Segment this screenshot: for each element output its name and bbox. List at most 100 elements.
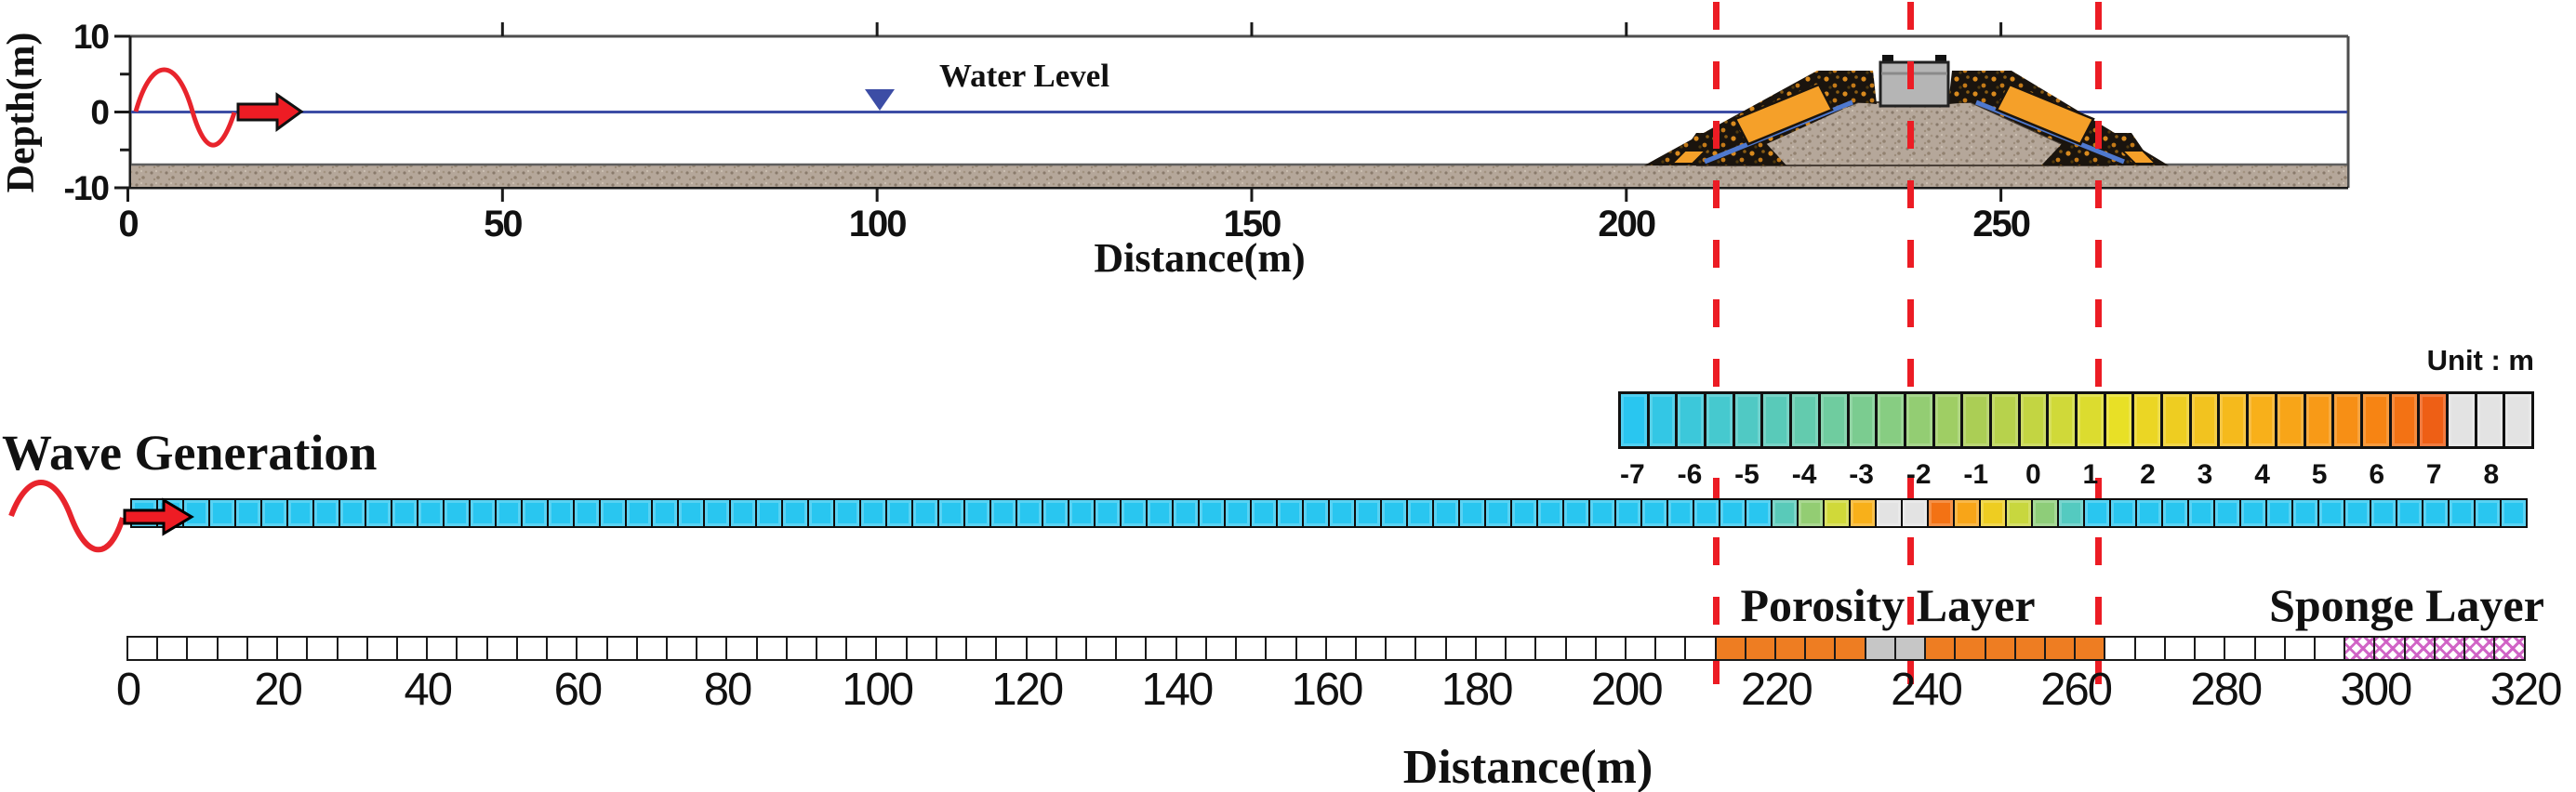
grid-cell-water	[997, 638, 1028, 659]
bottom-axis-tick-label: 40	[404, 665, 453, 715]
colorbar-tick-label: 1	[2082, 459, 2099, 490]
wave-generation-curve	[8, 480, 126, 553]
axis-tick-label: -10	[64, 169, 110, 207]
grid-cell-water	[1387, 638, 1417, 659]
grid-cell-water	[578, 638, 608, 659]
wave-cell	[653, 500, 679, 526]
wave-cell	[1408, 500, 1434, 526]
grid-cell-water	[218, 638, 248, 659]
colorbar-cell	[2049, 394, 2078, 446]
colorbar-cell	[1905, 394, 1935, 446]
colorbar-cell	[2420, 394, 2449, 446]
grid-cell-water	[1446, 638, 1477, 659]
colorbar-tick-label: 2	[2140, 459, 2156, 490]
wave-cell	[2137, 500, 2163, 526]
grid-cell-water	[1596, 638, 1627, 659]
red-marker-line	[1907, 2, 1915, 697]
grid-cell-sponge	[2465, 638, 2496, 659]
grid-cell-porosity	[1806, 638, 1837, 659]
grid-cell-water	[1536, 638, 1567, 659]
grid-cell-water	[367, 638, 398, 659]
wave-cell	[1746, 500, 1773, 526]
grid-cell-water	[1507, 638, 1537, 659]
grid-cell-water	[847, 638, 878, 659]
grid-cell-water	[637, 638, 668, 659]
wave-cell	[445, 500, 471, 526]
depth-colorbar	[1618, 391, 2534, 449]
grid-cell-water	[2255, 638, 2286, 659]
wave-cell	[1069, 500, 1095, 526]
colorbar-cell	[1934, 394, 1964, 446]
colorbar-cell	[2277, 394, 2306, 446]
grid-cell-water	[1267, 638, 1297, 659]
bottom-axis-tick-label: 220	[1741, 665, 1813, 715]
wave-cell	[210, 500, 236, 526]
colorbar-cell	[2020, 394, 2050, 446]
wave-cell	[1304, 500, 1330, 526]
wave-cell	[1017, 500, 1043, 526]
wave-cell	[705, 500, 731, 526]
bottom-axis-tick-label: 140	[1141, 665, 1215, 715]
colorbar-cell	[2163, 394, 2192, 446]
bottom-axis-tick-label: 200	[1590, 665, 1664, 715]
grid-cell-water	[2225, 638, 2256, 659]
colorbar-tick-label: 3	[2197, 459, 2213, 490]
axis-tick-label: 10	[73, 18, 110, 56]
wave-cell	[2059, 500, 2085, 526]
grid-cell-sponge	[2495, 638, 2524, 659]
colorbar-cell	[2391, 394, 2421, 446]
grid-cell-water	[1296, 638, 1327, 659]
colorbar-tick-label: -7	[1620, 459, 1645, 490]
colorbar-tick-label: 6	[2369, 459, 2385, 490]
colorbar-tick-label: -4	[1791, 459, 1817, 490]
colorbar-cell	[1706, 394, 1735, 446]
colorbar-cell	[2505, 394, 2531, 446]
wave-cell	[2215, 500, 2241, 526]
wave-cell	[497, 500, 523, 526]
axis-tick-label: 0	[90, 94, 109, 132]
grid-cell-water	[128, 638, 159, 659]
wave-cell	[757, 500, 783, 526]
wave-cell	[1434, 500, 1460, 526]
wave-cell	[2241, 500, 2267, 526]
water-level-label: Water Level	[939, 58, 1109, 94]
wave-cell	[340, 500, 366, 526]
wave-cell	[783, 500, 809, 526]
wave-cell	[392, 500, 418, 526]
y-axis-title: Depth(m)	[0, 33, 43, 193]
colorbar-cell	[2249, 394, 2277, 446]
grid-cell-water	[458, 638, 488, 659]
grid-cell-water	[1176, 638, 1207, 659]
grid-cell-water	[1566, 638, 1597, 659]
wave-cell	[2397, 500, 2423, 526]
wave-cell	[1720, 500, 1746, 526]
wave-cell	[1799, 500, 1825, 526]
wave-cell	[1252, 500, 1278, 526]
axis-tick-label: 0	[118, 204, 138, 244]
grid-cell-porosity	[2076, 638, 2106, 659]
wave-cell	[2450, 500, 2476, 526]
grid-cell-porosity	[2046, 638, 2077, 659]
colorbar-unit-label: Unit : m	[2426, 344, 2534, 376]
model-grid-row	[126, 636, 2526, 661]
wave-cell	[314, 500, 340, 526]
bottom-axis-tick-label: 320	[2490, 665, 2563, 715]
grid-cell-water	[667, 638, 698, 659]
bottom-axis-tick-label: 300	[2340, 665, 2413, 715]
grid-cell-water	[727, 638, 758, 659]
wave-cell	[1226, 500, 1252, 526]
colorbar-cell	[1820, 394, 1850, 446]
wave-cell	[1851, 500, 1877, 526]
colorbar-tick-label: -6	[1677, 459, 1703, 490]
grid-cell-water	[907, 638, 937, 659]
seabed	[131, 165, 2347, 187]
wave-cell	[627, 500, 653, 526]
colorbar-cell	[2220, 394, 2250, 446]
grid-cell-water	[1147, 638, 1177, 659]
axis-tick-label: 200	[1598, 204, 1654, 244]
wave-cell	[2007, 500, 2033, 526]
colorbar-cell	[1878, 394, 1906, 446]
bottom-axis-tick-label: 60	[553, 665, 604, 715]
grid-cell-water	[787, 638, 818, 659]
